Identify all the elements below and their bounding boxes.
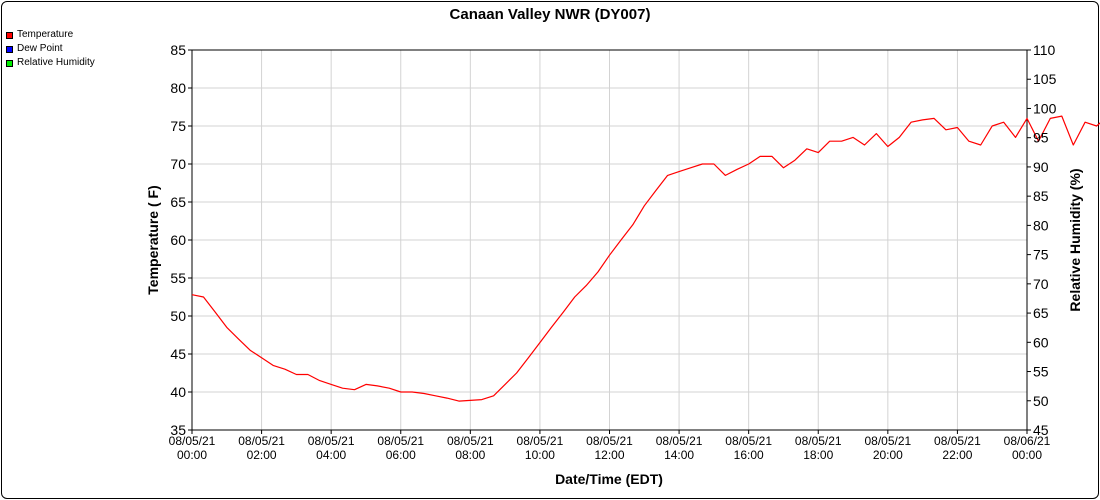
series-layer (191, 115, 1100, 402)
x-tick-label-time: 00:00 (1012, 448, 1042, 462)
x-tick-label-date: 08/05/21 (586, 434, 633, 448)
legend-label-dew-point: Dew Point (17, 43, 63, 54)
y-right-tick-label: 85 (1033, 188, 1049, 204)
x-tick-label-date: 08/05/21 (517, 434, 564, 448)
y-right-tick-label: 55 (1033, 364, 1049, 380)
y-left-tick-label: 40 (170, 384, 186, 400)
y-right-tick-label: 50 (1033, 393, 1049, 409)
y-right-tick-label: 45 (1033, 422, 1049, 438)
x-tick-label-time: 12:00 (594, 448, 624, 462)
x-tick-label-date: 08/05/21 (795, 434, 842, 448)
y-left-tick-label: 75 (170, 118, 186, 134)
x-tick-label-time: 20:00 (873, 448, 903, 462)
x-tick-label-time: 18:00 (803, 448, 833, 462)
x-tick-label-date: 08/05/21 (377, 434, 424, 448)
y-axis-right-label: Relative Humidity (%) (1067, 168, 1083, 311)
y-right-tick-label: 70 (1033, 276, 1049, 292)
x-axis-label: Date/Time (EDT) (555, 471, 663, 487)
x-tick-label-time: 22:00 (942, 448, 972, 462)
x-tick-label-date: 08/06/21 (1004, 434, 1051, 448)
x-tick-label-time: 02:00 (247, 448, 277, 462)
legend-item-dew-point: Dew Point (6, 42, 95, 56)
series-line-temperature (191, 115, 1100, 402)
legend: Temperature Dew Point Relative Humidity (6, 28, 95, 70)
x-tick-label-time: 06:00 (386, 448, 416, 462)
y-right-tick-label: 65 (1033, 305, 1049, 321)
y-left-tick-label: 60 (170, 232, 186, 248)
y-right-tick-label: 110 (1033, 42, 1056, 58)
y-right-tick-label: 75 (1033, 247, 1049, 263)
x-tick-label-date: 08/05/21 (934, 434, 981, 448)
y-right-tick-label: 60 (1033, 334, 1049, 350)
legend-item-temperature: Temperature (6, 28, 95, 42)
y-left-tick-label: 55 (170, 270, 186, 286)
x-tick-label-time: 10:00 (525, 448, 555, 462)
legend-swatch-relative-humidity (6, 59, 13, 67)
x-tick-label-time: 08:00 (455, 448, 485, 462)
legend-label-temperature: Temperature (17, 29, 74, 40)
x-tick-label-date: 08/05/21 (169, 434, 216, 448)
x-tick-label-date: 08/05/21 (447, 434, 494, 448)
x-tick-label-date: 08/05/21 (656, 434, 703, 448)
y-left-tick-label: 80 (170, 80, 186, 96)
y-left-tick-label: 45 (170, 346, 186, 362)
y-right-tick-label: 95 (1033, 130, 1049, 146)
y-left-tick-label: 70 (170, 156, 186, 172)
y-left-tick-label: 85 (170, 42, 186, 58)
y-axis-left-label: Temperature ( F) (145, 185, 161, 294)
y-left-tick-label: 65 (170, 194, 186, 210)
x-tick-label-date: 08/05/21 (725, 434, 772, 448)
x-tick-label-time: 16:00 (734, 448, 764, 462)
x-tick-label-time: 14:00 (664, 448, 694, 462)
x-tick-label-time: 00:00 (177, 448, 207, 462)
y-left-tick-label: 35 (170, 422, 186, 438)
x-tick-label-time: 04:00 (316, 448, 346, 462)
x-tick-label-date: 08/05/21 (864, 434, 911, 448)
chart-title: Canaan Valley NWR (DY007) (450, 6, 651, 23)
y-right-tick-label: 105 (1033, 71, 1057, 87)
grid (191, 49, 1028, 431)
x-tick-label-date: 08/05/21 (308, 434, 355, 448)
y-left-tick-label: 50 (170, 308, 186, 324)
y-right-tick-label: 80 (1033, 217, 1049, 233)
legend-swatch-dew-point (6, 45, 13, 53)
y-right-tick-label: 90 (1033, 159, 1049, 175)
legend-swatch-temperature (6, 31, 13, 39)
legend-label-relative-humidity: Relative Humidity (17, 57, 95, 68)
legend-item-relative-humidity: Relative Humidity (6, 56, 95, 70)
x-tick-label-date: 08/05/21 (238, 434, 285, 448)
tick-labels: 08/05/2100:0008/05/2102:0008/05/2104:000… (169, 42, 1057, 462)
y-right-tick-label: 100 (1033, 100, 1057, 116)
